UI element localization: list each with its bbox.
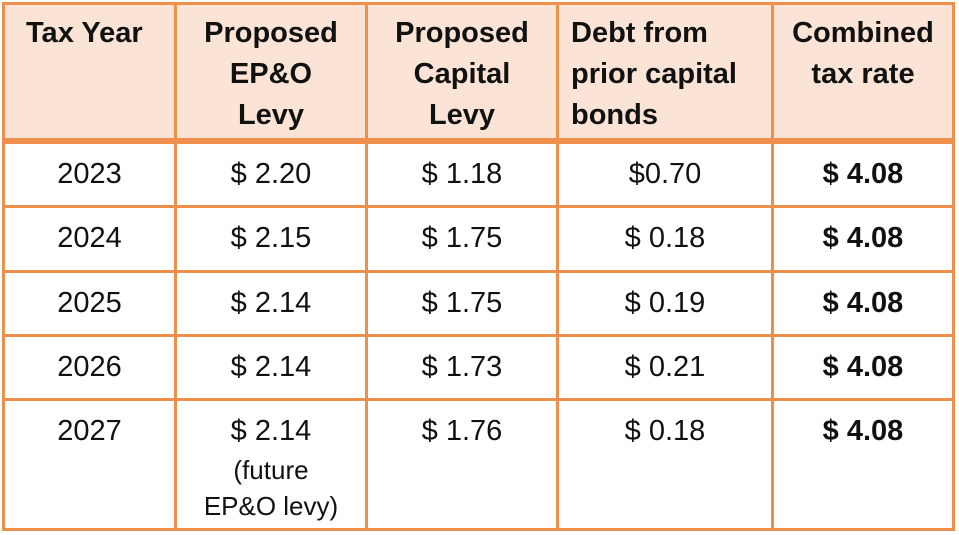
cell-capital-levy: $ 1.73 xyxy=(368,337,559,401)
header-line: Levy xyxy=(428,99,496,131)
header-line: EP&O xyxy=(229,58,313,90)
header-combined-tax-rate: Combined tax rate xyxy=(774,5,952,144)
cell-combined-rate: $ 4.08 xyxy=(774,273,952,337)
cell-epo-levy: $ 2.14 (future EP&O levy) xyxy=(177,401,368,528)
cell-epo-levy: $ 2.14 xyxy=(177,273,368,337)
cell-debt: $0.70 xyxy=(559,144,774,208)
header-line: bonds xyxy=(571,99,658,131)
header-line: Proposed xyxy=(204,17,338,49)
cell-capital-levy: $ 1.76 xyxy=(368,401,559,528)
header-proposed-epo-levy: Proposed EP&O Levy xyxy=(177,5,368,144)
cell-combined-rate: $ 4.08 xyxy=(774,144,952,208)
cell-year: 2023 xyxy=(5,144,177,208)
cell-year: 2026 xyxy=(5,337,177,401)
header-line: Levy xyxy=(237,99,305,131)
cell-epo-levy: $ 2.14 xyxy=(177,337,368,401)
cell-year: 2027 xyxy=(5,401,177,528)
header-tax-year: Tax Year xyxy=(5,5,177,144)
epo-levy-value: $ 2.14 xyxy=(230,415,312,447)
cell-debt: $ 0.19 xyxy=(559,273,774,337)
cell-capital-levy: $ 1.75 xyxy=(368,208,559,273)
cell-capital-levy: $ 1.75 xyxy=(368,273,559,337)
header-line: Capital xyxy=(413,58,511,90)
header-debt-prior-bonds: Debt from prior capital bonds xyxy=(559,5,774,144)
header-line: Proposed xyxy=(395,17,529,49)
header-line: Debt from xyxy=(571,17,708,49)
cell-debt: $ 0.18 xyxy=(559,401,774,528)
cell-combined-rate: $ 4.08 xyxy=(822,415,904,447)
cell-year: 2025 xyxy=(5,273,177,337)
header-proposed-capital-levy: Proposed Capital Levy xyxy=(368,5,559,144)
cell-year: 2024 xyxy=(5,208,177,273)
header-line: Tax Year xyxy=(26,17,143,49)
header-line: prior capital xyxy=(571,58,737,90)
cell-combined-rate: $ 4.08 xyxy=(774,337,952,401)
cell-epo-levy: $ 2.20 xyxy=(177,144,368,208)
cell-debt: $ 0.21 xyxy=(559,337,774,401)
cell-epo-levy: $ 2.15 xyxy=(177,208,368,273)
header-line: Combined xyxy=(792,17,934,49)
epo-levy-note: EP&O levy) xyxy=(203,491,339,521)
cell-debt: $ 0.18 xyxy=(559,208,774,273)
cell-combined-rate: $ 4.08 xyxy=(774,208,952,273)
epo-levy-note: (future xyxy=(233,455,309,485)
cell-capital-levy: $ 1.18 xyxy=(368,144,559,208)
header-line: tax rate xyxy=(811,58,915,90)
